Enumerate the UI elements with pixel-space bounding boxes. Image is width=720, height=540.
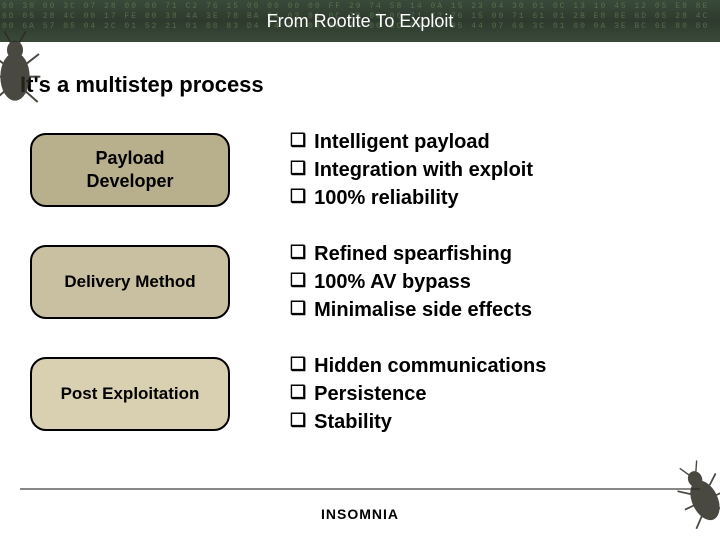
process-row: PayloadDeveloper ❑ Intelligent payload ❑ I… [30,128,700,212]
footer-logo: INSOMNIA [321,506,399,522]
bullet-text: 100% AV bypass [314,268,471,296]
bug-icon-bottom-right [663,452,720,539]
bullet-text: Minimalise side effects [314,296,532,324]
bullet-text: Hidden communications [314,352,546,380]
stage-box-payload-developer: PayloadDeveloper [30,133,230,207]
bullet-item: ❑ Hidden communications [290,352,546,380]
subtitle: It's a multistep process [20,72,720,98]
bullet-marker-icon: ❑ [290,380,306,405]
bullet-text: Refined spearfishing [314,240,512,268]
bullet-marker-icon: ❑ [290,128,306,153]
header-title: From Rootite To Exploit [267,11,454,32]
content-area: PayloadDeveloper ❑ Intelligent payload ❑ I… [0,98,720,436]
process-row: Post Exploitation ❑ Hidden communications… [30,352,700,436]
bullet-item: ❑ Minimalise side effects [290,296,532,324]
bug-icon-top-left [0,30,45,110]
bullet-text: Integration with exploit [314,156,533,184]
bullet-marker-icon: ❑ [290,268,306,293]
bullet-text: Persistence [314,380,426,408]
bullet-item: ❑ Persistence [290,380,546,408]
bullet-text: 100% reliability [314,184,459,212]
bullet-list: ❑ Refined spearfishing ❑ 100% AV bypass ❑ M… [290,240,532,324]
process-row: Delivery Method ❑ Refined spearfishing ❑ 1… [30,240,700,324]
stage-label: PayloadDeveloper [86,147,173,194]
bullet-list: ❑ Intelligent payload ❑ Integration with e… [290,128,533,212]
bullet-item: ❑ 100% AV bypass [290,268,532,296]
stage-label: Post Exploitation [61,383,200,405]
bullet-marker-icon: ❑ [290,408,306,433]
bullet-marker-icon: ❑ [290,240,306,265]
footer-divider [20,488,700,490]
bullet-text: Stability [314,408,392,436]
bullet-list: ❑ Hidden communications ❑ Persistence ❑ Sta… [290,352,546,436]
bullet-marker-icon: ❑ [290,184,306,209]
bullet-marker-icon: ❑ [290,296,306,321]
bullet-item: ❑ Integration with exploit [290,156,533,184]
bullet-item: ❑ Stability [290,408,546,436]
bullet-text: Intelligent payload [314,128,490,156]
bullet-marker-icon: ❑ [290,352,306,377]
bullet-item: ❑ 100% reliability [290,184,533,212]
stage-box-delivery-method: Delivery Method [30,245,230,319]
stage-box-post-exploitation: Post Exploitation [30,357,230,431]
bullet-item: ❑ Intelligent payload [290,128,533,156]
stage-label: Delivery Method [64,271,195,293]
bullet-item: ❑ Refined spearfishing [290,240,532,268]
header-banner: 00 30 00 3C 07 28 00 00 71 C2 76 15 00 0… [0,0,720,42]
bullet-marker-icon: ❑ [290,156,306,181]
